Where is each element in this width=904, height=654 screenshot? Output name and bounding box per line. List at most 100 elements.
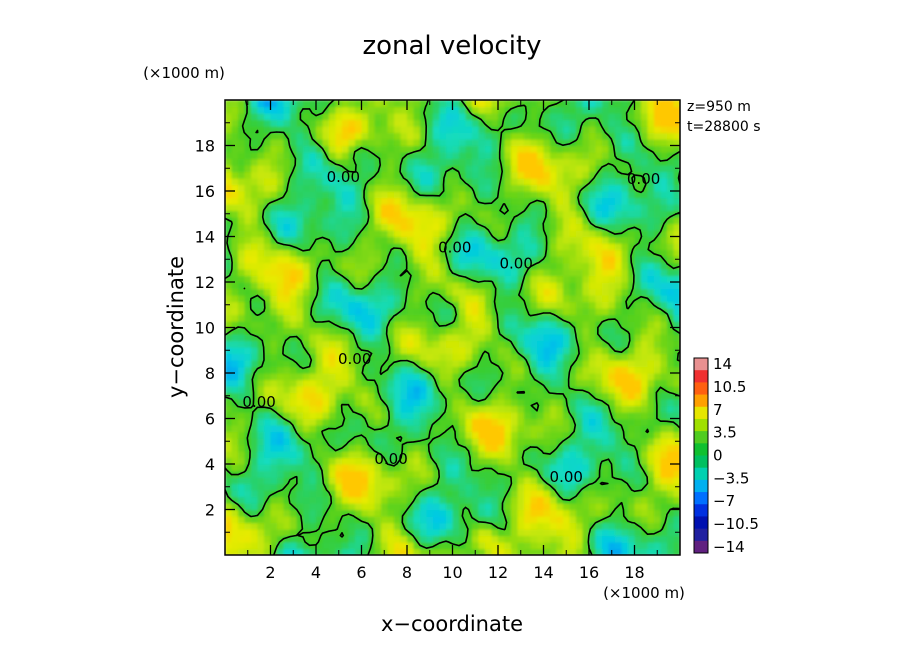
field-cell bbox=[582, 204, 590, 212]
field-cell bbox=[504, 470, 512, 478]
field-cell bbox=[472, 529, 480, 537]
field-cell bbox=[433, 418, 441, 426]
field-cell bbox=[322, 301, 330, 309]
field-cell bbox=[478, 295, 486, 303]
field-cell bbox=[264, 308, 272, 316]
field-cell bbox=[368, 418, 376, 426]
field-cell bbox=[550, 113, 558, 121]
field-cell bbox=[550, 451, 558, 459]
field-cell bbox=[225, 152, 233, 160]
field-cell bbox=[244, 418, 252, 426]
field-cell bbox=[335, 470, 343, 478]
field-cell bbox=[368, 496, 376, 504]
field-cell bbox=[400, 106, 408, 114]
field-cell bbox=[225, 503, 233, 511]
field-cell bbox=[426, 470, 434, 478]
field-cell bbox=[478, 477, 486, 485]
field-cell bbox=[504, 217, 512, 225]
field-cell bbox=[420, 535, 428, 543]
field-cell bbox=[647, 230, 655, 238]
field-cell bbox=[615, 464, 623, 472]
field-cell bbox=[569, 470, 577, 478]
field-cell bbox=[329, 282, 337, 290]
field-cell bbox=[335, 191, 343, 199]
field-cell bbox=[563, 145, 571, 153]
field-cell bbox=[517, 457, 525, 465]
field-cell bbox=[322, 321, 330, 329]
field-cell bbox=[251, 529, 259, 537]
field-cell bbox=[517, 158, 525, 166]
field-cell bbox=[394, 405, 402, 413]
field-cell bbox=[543, 139, 551, 147]
field-cell bbox=[387, 191, 395, 199]
field-cell bbox=[381, 457, 389, 465]
field-cell bbox=[504, 249, 512, 257]
field-cell bbox=[342, 516, 350, 524]
field-cell bbox=[511, 178, 519, 186]
field-cell bbox=[309, 249, 317, 257]
field-cell bbox=[426, 113, 434, 121]
field-cell bbox=[413, 340, 421, 348]
field-cell bbox=[660, 548, 668, 555]
field-cell bbox=[452, 431, 460, 439]
field-cell bbox=[465, 152, 473, 160]
field-cell bbox=[485, 548, 493, 555]
field-cell bbox=[348, 314, 356, 322]
field-cell bbox=[485, 262, 493, 270]
field-cell bbox=[660, 178, 668, 186]
field-cell bbox=[569, 457, 577, 465]
field-cell bbox=[270, 496, 278, 504]
field-cell bbox=[407, 509, 415, 517]
field-cell bbox=[641, 295, 649, 303]
field-cell bbox=[290, 373, 298, 381]
field-cell bbox=[569, 171, 577, 179]
field-cell bbox=[485, 529, 493, 537]
field-cell bbox=[530, 529, 538, 537]
field-cell bbox=[563, 425, 571, 433]
field-cell bbox=[407, 106, 415, 114]
field-cell bbox=[264, 243, 272, 251]
field-cell bbox=[576, 113, 584, 121]
field-cell bbox=[654, 509, 662, 517]
field-cell bbox=[615, 457, 623, 465]
field-cell bbox=[283, 165, 291, 173]
field-cell bbox=[433, 321, 441, 329]
field-cell bbox=[244, 295, 252, 303]
field-cell bbox=[504, 139, 512, 147]
field-cell bbox=[374, 262, 382, 270]
field-cell bbox=[543, 295, 551, 303]
field-cell bbox=[491, 464, 499, 472]
field-cell bbox=[602, 373, 610, 381]
field-cell bbox=[348, 457, 356, 465]
field-cell bbox=[517, 256, 525, 264]
field-cell bbox=[420, 451, 428, 459]
field-cell bbox=[673, 145, 680, 153]
field-cell bbox=[264, 275, 272, 283]
field-cell bbox=[478, 496, 486, 504]
field-cell bbox=[537, 496, 545, 504]
field-cell bbox=[290, 204, 298, 212]
field-cell bbox=[420, 516, 428, 524]
field-cell bbox=[641, 327, 649, 335]
field-cell bbox=[439, 457, 447, 465]
field-cell bbox=[634, 548, 642, 555]
field-cell bbox=[537, 308, 545, 316]
field-cell bbox=[244, 314, 252, 322]
field-cell bbox=[361, 509, 369, 517]
field-cell bbox=[667, 399, 675, 407]
field-cell bbox=[504, 321, 512, 329]
field-cell bbox=[537, 204, 545, 212]
field-cell bbox=[420, 191, 428, 199]
field-cell bbox=[517, 353, 525, 361]
field-cell bbox=[498, 457, 506, 465]
field-cell bbox=[394, 256, 402, 264]
field-cell bbox=[537, 399, 545, 407]
field-cell bbox=[608, 256, 616, 264]
field-cell bbox=[355, 171, 363, 179]
field-cell bbox=[667, 334, 675, 342]
field-cell bbox=[491, 158, 499, 166]
field-cell bbox=[329, 113, 337, 121]
field-cell bbox=[251, 444, 259, 452]
field-cell bbox=[589, 204, 597, 212]
field-cell bbox=[231, 522, 239, 530]
